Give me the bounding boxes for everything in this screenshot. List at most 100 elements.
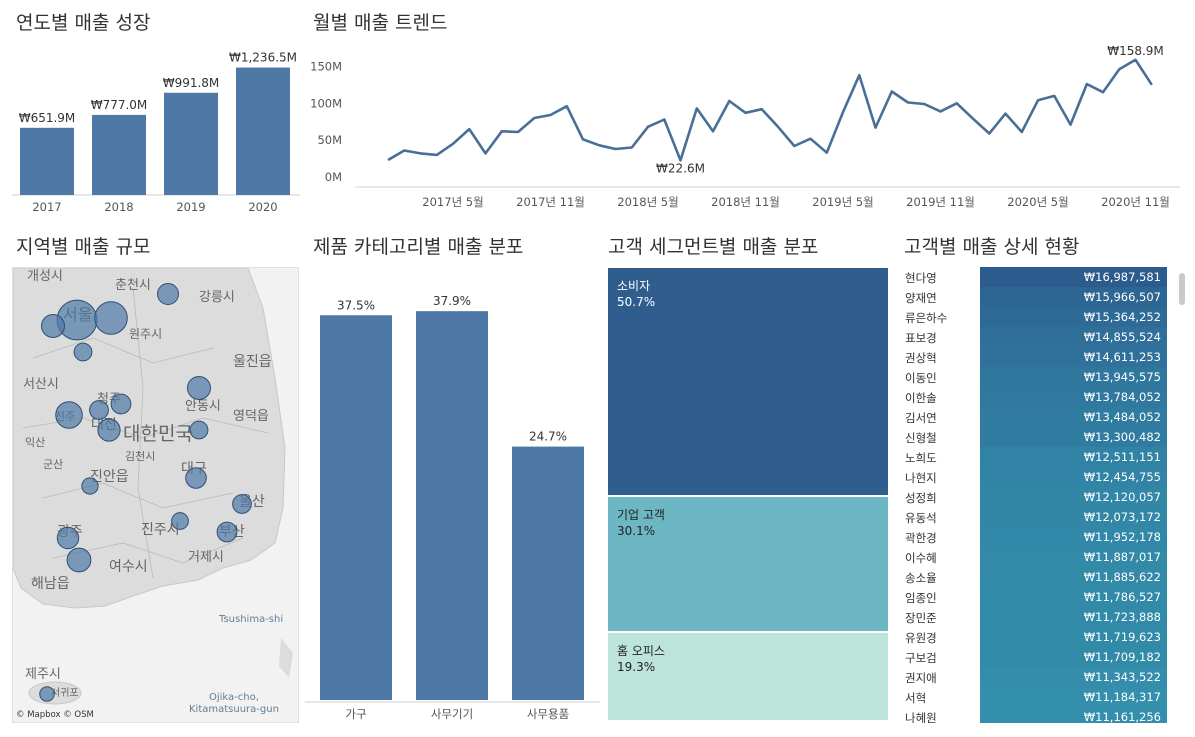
yearly-bar-chart: ₩651.9M 2017 ₩777.0M 2018 ₩991.8M 2019 ₩1,236.…: [12, 51, 300, 214]
map-sales-bubble[interactable]: [56, 526, 80, 550]
table-row[interactable]: 신형철 ₩13,300,482: [900, 427, 1170, 447]
yearly-x-tick: 2018: [104, 200, 133, 214]
category-bar-사무용품[interactable]: [512, 446, 584, 700]
category-x-tick: 사무기기: [431, 707, 473, 721]
table-row[interactable]: 권상혁 ₩14,611,253: [900, 347, 1170, 367]
sales-cell: ₩11,952,178: [980, 527, 1167, 547]
map-sales-bubble[interactable]: [110, 393, 132, 415]
map-sales-bubble[interactable]: [94, 301, 128, 335]
customer-name: 권지애: [905, 671, 937, 685]
map-sales-bubble[interactable]: [39, 686, 55, 702]
map-place-label: 제주시: [25, 667, 61, 682]
customer-name: 양재연: [905, 291, 937, 305]
monthly-sales-line[interactable]: [387, 58, 1153, 162]
sales-cell: ₩14,611,253: [980, 347, 1167, 367]
customer-name: 김서연: [905, 411, 937, 425]
customer-sales-table: 현다영 ₩16,987,581 양재연 ₩15,966,507 류은하수 ₩15,364,…: [900, 267, 1170, 723]
yearly-bar-2018[interactable]: [92, 114, 146, 195]
table-scrollbar[interactable]: [1176, 267, 1188, 723]
table-row[interactable]: 나현지 ₩12,454,755: [900, 467, 1170, 487]
table-row[interactable]: 김서연 ₩13,484,052: [900, 407, 1170, 427]
sales-cell: ₩11,887,017: [980, 547, 1167, 567]
table-row[interactable]: 나혜원 ₩11,161,256: [900, 707, 1170, 723]
table-row[interactable]: 현다영 ₩16,987,581: [900, 267, 1170, 287]
sales-value: ₩11,723,888: [1083, 610, 1161, 624]
region-map[interactable]: 개성시춘천시강릉시서울원주시울진읍서산시청주안동시영덕읍대전대한민국대구전주익산…: [12, 267, 299, 723]
table-row[interactable]: 구보검 ₩11,709,182: [900, 647, 1170, 667]
yearly-x-tick: 2017: [32, 200, 61, 214]
sales-cell: ₩11,723,888: [980, 607, 1167, 627]
table-row[interactable]: 유동석 ₩12,073,172: [900, 507, 1170, 527]
map-boundary: [52, 537, 244, 564]
table-row[interactable]: 류은하수 ₩15,364,252: [900, 307, 1170, 327]
table-row[interactable]: 송소율 ₩11,885,622: [900, 567, 1170, 587]
category-bar-가구[interactable]: [320, 315, 392, 700]
yearly-bar-2020[interactable]: [236, 67, 290, 195]
map-place-label: Ojika-cho,: [209, 692, 259, 703]
table-row[interactable]: 성정희 ₩12,120,057: [900, 487, 1170, 507]
table-row[interactable]: 양재연 ₩15,966,507: [900, 287, 1170, 307]
customer-name: 이동인: [905, 371, 937, 385]
sales-cell: ₩11,343,522: [980, 667, 1167, 687]
table-row[interactable]: 장민준 ₩11,723,888: [900, 607, 1170, 627]
category-bar-사무기기[interactable]: [416, 311, 488, 700]
yearly-bar-2019[interactable]: [164, 92, 218, 195]
sales-cell: ₩11,184,317: [980, 687, 1167, 707]
treemap-cell-consumer[interactable]: 소비자 50.7%: [608, 268, 888, 495]
table-row[interactable]: 표보경 ₩14,855,524: [900, 327, 1170, 347]
table-row[interactable]: 서혁 ₩11,184,317: [900, 687, 1170, 707]
yearly-x-tick: 2020: [248, 200, 277, 214]
map-sales-bubble[interactable]: [185, 467, 207, 489]
table-row[interactable]: 이동인 ₩13,945,575: [900, 367, 1170, 387]
map-sales-bubble[interactable]: [189, 420, 209, 440]
map-sales-bubble[interactable]: [73, 342, 93, 362]
map-sales-bubble[interactable]: [55, 401, 83, 429]
map-place-label: 거제시: [188, 550, 224, 565]
map-sales-bubble[interactable]: [171, 512, 189, 530]
map-place-label: 강릉시: [199, 290, 235, 305]
table-row[interactable]: 노희도 ₩12,511,151: [900, 447, 1170, 467]
monthly-x-tick: 2017년 11월: [516, 195, 585, 209]
map-place-label: Tsushima-shi: [218, 614, 283, 625]
map-place-label: 서귀포: [51, 687, 79, 699]
table-row[interactable]: 곽한경 ₩11,952,178: [900, 527, 1170, 547]
sales-value: ₩13,484,052: [1083, 410, 1161, 424]
map-sales-bubble[interactable]: [216, 521, 238, 543]
segment-treemap: 소비자 50.7% 기업 고객 30.1% 홈 오피스 19.3%: [608, 268, 888, 720]
map-sales-bubble[interactable]: [97, 418, 121, 442]
map-place-label: 해남읍: [31, 576, 70, 592]
map-sales-bubble[interactable]: [81, 477, 99, 495]
map-sales-bubble[interactable]: [40, 313, 66, 339]
yearly-bar-2017[interactable]: [20, 127, 74, 195]
region-title: 지역별 매출 규모: [16, 236, 151, 258]
customer-name: 유원경: [905, 631, 937, 645]
treemap-label-home-office: 홈 오피스: [617, 644, 665, 658]
scrollbar-thumb[interactable]: [1179, 273, 1185, 305]
customer-name: 류은하수: [905, 311, 948, 325]
sales-cell: ₩15,966,507: [980, 287, 1167, 307]
sales-cell: ₩14,855,524: [980, 327, 1167, 347]
map-sales-bubble[interactable]: [186, 375, 212, 401]
table-row[interactable]: 이한솔 ₩13,784,052: [900, 387, 1170, 407]
map-sales-bubble[interactable]: [157, 283, 179, 305]
map-place-label: 진안읍: [90, 469, 129, 485]
treemap-cell-home-office[interactable]: 홈 오피스 19.3%: [608, 633, 888, 720]
table-row[interactable]: 유원경 ₩11,719,623: [900, 627, 1170, 647]
map-place-label: 춘천시: [115, 278, 151, 293]
map-sales-bubble[interactable]: [89, 400, 109, 420]
map-boundary: [132, 287, 154, 579]
sales-cell: ₩16,987,581: [980, 267, 1167, 287]
map-boundary: [42, 482, 234, 509]
map-sales-bubble[interactable]: [232, 494, 252, 514]
map-sales-bubble[interactable]: [66, 547, 92, 573]
map-place-label: 개성시: [27, 269, 63, 284]
monthly-x-tick: 2018년 11월: [711, 195, 780, 209]
sales-value: ₩16,987,581: [1083, 270, 1161, 284]
table-row[interactable]: 이수혜 ₩11,887,017: [900, 547, 1170, 567]
sales-cell: ₩12,120,057: [980, 487, 1167, 507]
table-row[interactable]: 권지애 ₩11,343,522: [900, 667, 1170, 687]
monthly-y-tick: 150M: [310, 59, 342, 73]
treemap-cell-corporate[interactable]: 기업 고객 30.1%: [608, 497, 888, 631]
sales-value: ₩15,966,507: [1083, 290, 1161, 304]
table-row[interactable]: 임종인 ₩11,786,527: [900, 587, 1170, 607]
